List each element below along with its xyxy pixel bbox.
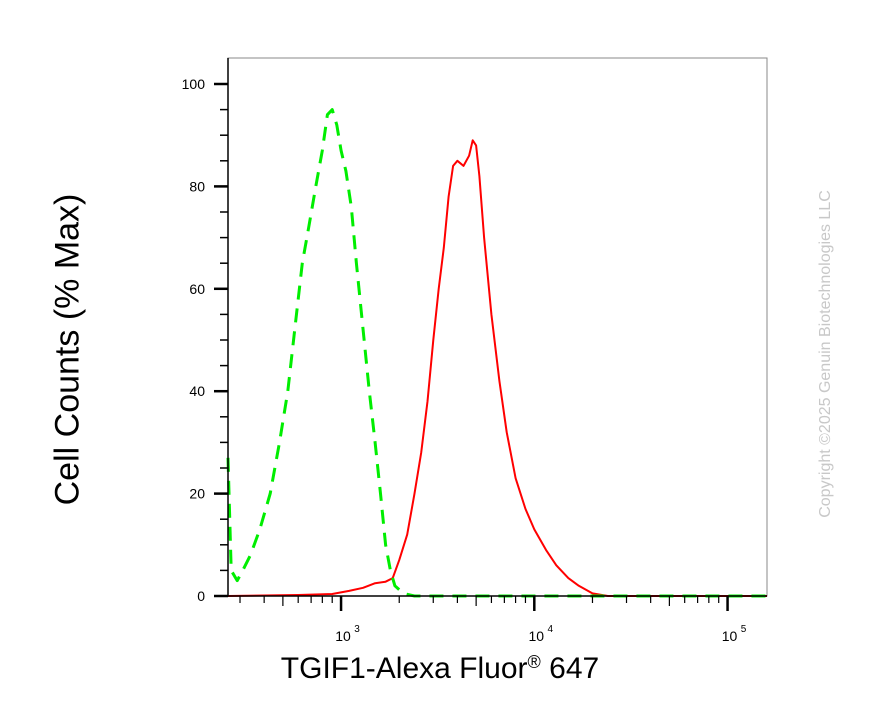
- y-ticks: 0 20 40 60 80 100: [182, 76, 228, 604]
- plot-frame: [227, 57, 768, 597]
- copyright-watermark: Copyright ©2025 Genuin Biotechnologies L…: [817, 190, 834, 518]
- y-tick-label: 60: [189, 281, 205, 297]
- curves-layer: [226, 108, 767, 598]
- y-tick-label: 100: [182, 76, 206, 92]
- x-tick-label-base: 10: [722, 628, 738, 644]
- y-tick-label: 40: [189, 383, 205, 399]
- y-tick-label: 0: [197, 588, 205, 604]
- x-axis-label-main: TGIF1-Alexa Fluor: [280, 652, 528, 685]
- y-axis-label: Cell Counts (% Max): [48, 193, 87, 506]
- y-tick-label: 80: [189, 178, 205, 194]
- x-tick-label-base: 10: [529, 628, 545, 644]
- registered-mark: ®: [527, 652, 541, 672]
- x-tick-label-exponent: 4: [548, 624, 554, 635]
- x-ticks: 10 3 10 4 10 5: [239, 596, 747, 644]
- x-tick-label-base: 10: [335, 628, 351, 644]
- series-1-curve: [227, 139, 767, 597]
- x-tick-label-exponent: 3: [354, 624, 360, 635]
- x-tick-label-exponent: 5: [741, 624, 747, 635]
- y-tick-label: 20: [189, 486, 205, 502]
- series-2-curve: [226, 108, 767, 598]
- x-axis-label: TGIF1-Alexa Fluor® 647: [160, 652, 720, 686]
- x-axis-label-tail: 647: [540, 652, 600, 685]
